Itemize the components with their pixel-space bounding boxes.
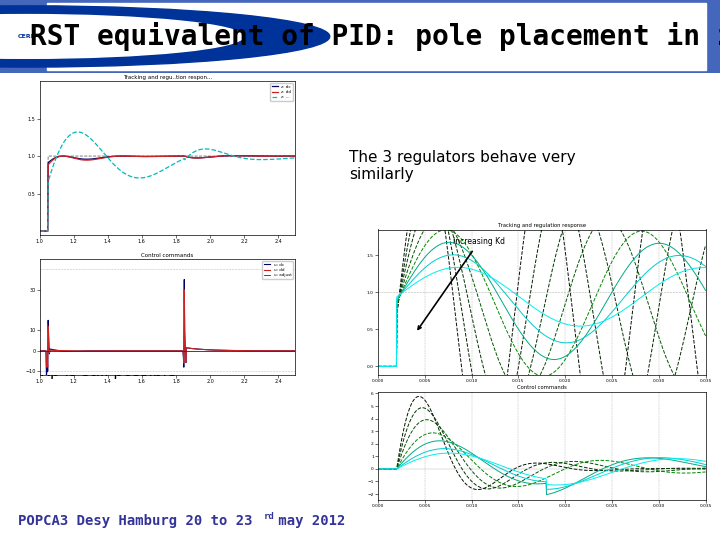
z: dc: (1.68, 0.996): dc: (1.68, 0.996) xyxy=(151,153,160,160)
u: dc: (1.85, 35): dc: (1.85, 35) xyxy=(180,276,189,283)
z: dd: (2.13, 1): dd: (2.13, 1) xyxy=(228,152,237,159)
z: ...: (1.22, 1.32): ...: (1.22, 1.32) xyxy=(73,129,82,135)
u: dd: (2.13, 0.167): dd: (2.13, 0.167) xyxy=(228,347,237,354)
z: dc: (1.27, 0.959): dc: (1.27, 0.959) xyxy=(81,156,89,163)
u: adjust: (1.27, 0): adjust: (1.27, 0) xyxy=(81,348,89,354)
Legend: z: dc, z: dd, z: ...: z: dc, z: dd, z: ... xyxy=(270,83,293,101)
z: ...: (1.89, 1.03): ...: (1.89, 1.03) xyxy=(186,151,195,157)
u: adjust: (2.13, 0): adjust: (2.13, 0) xyxy=(228,348,236,354)
u: dd: (2.01, 0.464): dd: (2.01, 0.464) xyxy=(207,347,215,353)
z: dc: (2, 0.988): dc: (2, 0.988) xyxy=(206,154,215,160)
Title: Control commands: Control commands xyxy=(517,386,567,390)
Title: Tracking and regulation response: Tracking and regulation response xyxy=(498,224,586,228)
u: adjust: (2.5, 0): adjust: (2.5, 0) xyxy=(291,348,300,354)
u: dc: (2.01, 0.464): dc: (2.01, 0.464) xyxy=(207,347,215,353)
z: dd: (1.27, 0.946): dd: (1.27, 0.946) xyxy=(81,157,89,163)
Circle shape xyxy=(0,6,330,67)
Text: Increasing Kd: Increasing Kd xyxy=(418,237,505,329)
Text: may 2012: may 2012 xyxy=(270,514,346,528)
u: dd: (1.85, 30): dd: (1.85, 30) xyxy=(180,287,189,293)
Line: z: dd: z: dd xyxy=(40,156,295,231)
z: dc: (2.13, 1): dc: (2.13, 1) xyxy=(228,152,236,159)
z: dc: (2.5, 1): dc: (2.5, 1) xyxy=(291,153,300,159)
u: adjust: (2, 0): adjust: (2, 0) xyxy=(206,348,215,354)
z: dc: (1, 0): dc: (1, 0) xyxy=(35,228,44,234)
u: dc: (1.68, -7.96e-05): dc: (1.68, -7.96e-05) xyxy=(151,348,160,354)
u: dc: (1, 0): dc: (1, 0) xyxy=(35,348,44,354)
u: adjust: (1.88, 0): adjust: (1.88, 0) xyxy=(186,348,194,354)
Legend: u: dc, u: dd, u: adjust: u: dc, u: dd, u: adjust xyxy=(262,261,293,279)
u: adjust: (1, 0): adjust: (1, 0) xyxy=(35,348,44,354)
Circle shape xyxy=(0,15,243,58)
Text: The 3 regulators behave very
similarly: The 3 regulators behave very similarly xyxy=(349,150,576,183)
z: dd: (2.5, 1): dd: (2.5, 1) xyxy=(291,153,300,159)
z: dd: (1, 0): dd: (1, 0) xyxy=(35,228,44,234)
z: dd: (2.13, 1): dd: (2.13, 1) xyxy=(228,152,236,159)
u: dc: (2.5, 0.00896): dc: (2.5, 0.00896) xyxy=(291,348,300,354)
z: ...: (1, 0): ...: (1, 0) xyxy=(35,228,44,234)
u: dc: (1.27, 0.0186): dc: (1.27, 0.0186) xyxy=(81,348,89,354)
Title: Tracking and regu..tion respon...: Tracking and regu..tion respon... xyxy=(123,75,212,80)
z: dd: (1.39, 0.981): dd: (1.39, 0.981) xyxy=(101,154,109,161)
u: dd: (1.05, -8): dd: (1.05, -8) xyxy=(43,364,52,370)
z: ...: (1.68, 0.764): ...: (1.68, 0.764) xyxy=(151,171,160,177)
u: dd: (1.39, 0.00453): dd: (1.39, 0.00453) xyxy=(102,348,110,354)
Line: z: dc: z: dc xyxy=(40,156,295,231)
z: dc: (1.39, 0.985): dc: (1.39, 0.985) xyxy=(101,154,109,160)
z: dd: (1.88, 0.981): dd: (1.88, 0.981) xyxy=(186,154,194,161)
Line: z: ...: z: ... xyxy=(40,132,295,231)
u: dd: (1.89, 1.19): dd: (1.89, 1.19) xyxy=(186,345,195,352)
z: dd: (2, 0.988): dd: (2, 0.988) xyxy=(206,154,215,160)
Text: POPCA3 Desy Hamburg 20 to 23: POPCA3 Desy Hamburg 20 to 23 xyxy=(18,514,253,528)
Text: Manual Tuning with Ki, Kd and
Kp is still possible: Manual Tuning with Ki, Kd and Kp is stil… xyxy=(40,346,269,379)
Line: u: dd: u: dd xyxy=(40,290,295,367)
z: dc: (1.88, 0.981): dc: (1.88, 0.981) xyxy=(186,154,194,161)
Text: CERN: CERN xyxy=(18,34,37,39)
u: dc: (2.13, 0.167): dc: (2.13, 0.167) xyxy=(228,347,237,354)
Text: RST equivalent of PID: pole placement in z: RST equivalent of PID: pole placement in… xyxy=(30,22,720,51)
u: adjust: (1.39, 0): adjust: (1.39, 0) xyxy=(101,348,109,354)
u: adjust: (1.68, 0): adjust: (1.68, 0) xyxy=(151,348,160,354)
Line: u: dc: u: dc xyxy=(40,280,295,375)
u: dd: (2.5, 0.00896): dd: (2.5, 0.00896) xyxy=(291,348,300,354)
u: dd: (1.68, -0.00207): dd: (1.68, -0.00207) xyxy=(151,348,160,354)
z: dc: (2.13, 1): dc: (2.13, 1) xyxy=(228,152,237,159)
Title: Control commands: Control commands xyxy=(141,253,194,258)
z: ...: (1.27, 1.29): ...: (1.27, 1.29) xyxy=(81,131,89,138)
z: ...: (2.5, 0.976): ...: (2.5, 0.976) xyxy=(291,154,300,161)
z: ...: (2.13, 1): ...: (2.13, 1) xyxy=(228,152,237,159)
z: ...: (1.39, 1.01): ...: (1.39, 1.01) xyxy=(102,152,110,159)
u: dc: (1.89, 1.19): dc: (1.89, 1.19) xyxy=(186,345,195,352)
u: dc: (1.04, -12): dc: (1.04, -12) xyxy=(42,372,50,379)
Text: rd: rd xyxy=(264,512,274,521)
z: ...: (2, 1.09): ...: (2, 1.09) xyxy=(207,146,215,153)
z: dd: (1.68, 0.995): dd: (1.68, 0.995) xyxy=(151,153,160,160)
u: dd: (1.27, -0.0568): dd: (1.27, -0.0568) xyxy=(81,348,89,354)
u: dd: (1, 0): dd: (1, 0) xyxy=(35,348,44,354)
u: dc: (1.39, -0.00225): dc: (1.39, -0.00225) xyxy=(102,348,110,354)
